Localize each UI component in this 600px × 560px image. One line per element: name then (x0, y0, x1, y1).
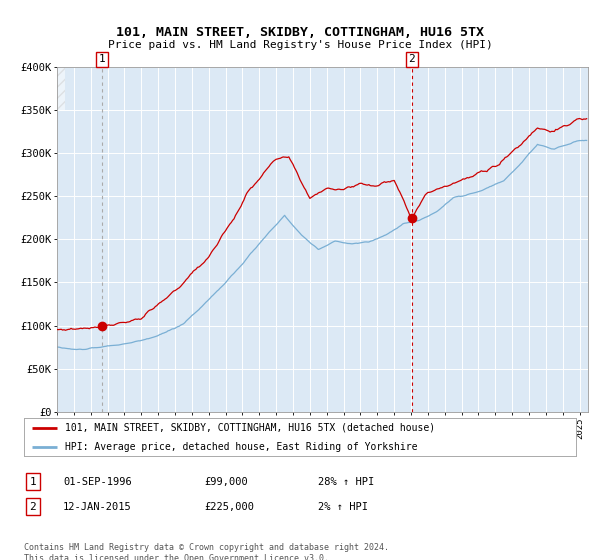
Text: 2: 2 (408, 54, 415, 64)
Text: £99,000: £99,000 (204, 477, 248, 487)
Text: 101, MAIN STREET, SKIDBY, COTTINGHAM, HU16 5TX (detached house): 101, MAIN STREET, SKIDBY, COTTINGHAM, HU… (65, 423, 436, 433)
Text: 01-SEP-1996: 01-SEP-1996 (63, 477, 132, 487)
Text: 2% ↑ HPI: 2% ↑ HPI (318, 502, 368, 512)
Text: Price paid vs. HM Land Registry's House Price Index (HPI): Price paid vs. HM Land Registry's House … (107, 40, 493, 50)
Text: 12-JAN-2015: 12-JAN-2015 (63, 502, 132, 512)
Text: 2: 2 (29, 502, 37, 512)
Text: 28% ↑ HPI: 28% ↑ HPI (318, 477, 374, 487)
Text: Contains HM Land Registry data © Crown copyright and database right 2024.
This d: Contains HM Land Registry data © Crown c… (24, 543, 389, 560)
Text: 101, MAIN STREET, SKIDBY, COTTINGHAM, HU16 5TX: 101, MAIN STREET, SKIDBY, COTTINGHAM, HU… (116, 26, 484, 39)
Text: £225,000: £225,000 (204, 502, 254, 512)
Text: 1: 1 (29, 477, 37, 487)
Text: 1: 1 (98, 54, 106, 64)
Text: HPI: Average price, detached house, East Riding of Yorkshire: HPI: Average price, detached house, East… (65, 442, 418, 452)
